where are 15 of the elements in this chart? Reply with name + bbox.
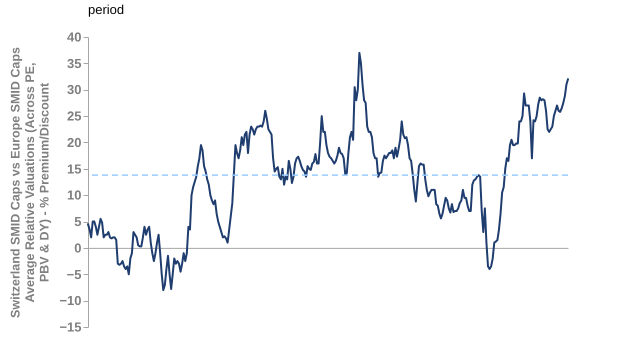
y-tick-label: 5 [74,214,82,230]
y-axis-title: Switzerland SMID Caps vs Europe SMID Caps Average Relative Valuations (Across PE, PBV & DY) - % Premium/Discount [8,47,52,318]
y-tick-label: −10 [59,293,82,308]
y-tick-label: 35 [67,56,82,71]
y-tick-label: 0 [74,240,82,256]
chart-title: period [88,2,124,17]
y-tick-label: −15 [59,320,82,334]
y-tick-label: 15 [67,161,82,176]
y-tick-label: 40 [67,30,82,44]
line-series [87,52,569,292]
y-tick-label: 30 [67,82,82,98]
y-tick-label: 10 [67,188,82,203]
y-tick-label: 25 [67,108,82,124]
y-tick-label: 20 [67,134,82,150]
y-tick-label: −5 [66,266,82,282]
